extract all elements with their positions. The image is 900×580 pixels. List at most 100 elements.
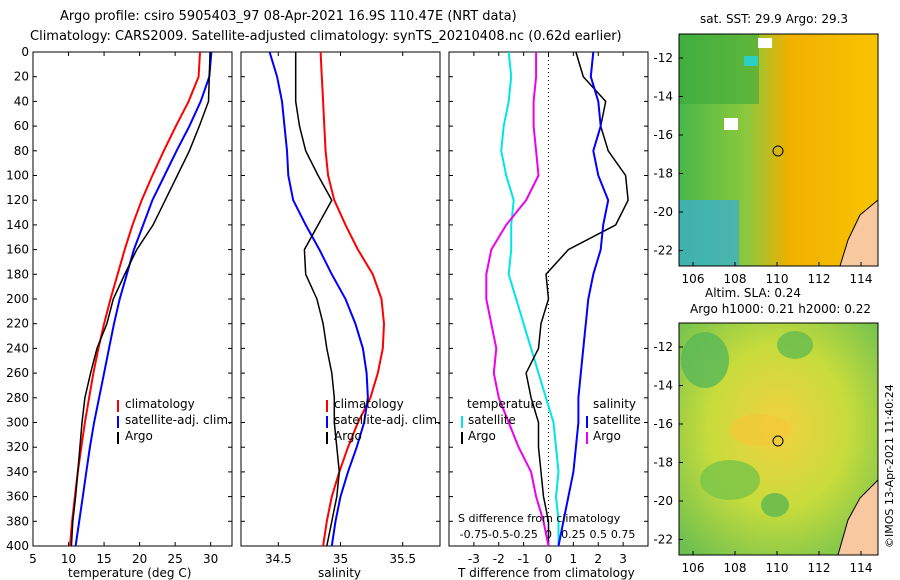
sla-low-patch <box>700 460 760 500</box>
y-tick-label: 400 <box>6 539 29 553</box>
top-tick-label: 0.25 <box>561 528 586 541</box>
y-tick-label: 180 <box>6 267 29 281</box>
y-tick-label: 60 <box>14 119 29 133</box>
legend-s-argo: Argo <box>593 429 621 443</box>
map-x-tick-label: 108 <box>724 272 747 286</box>
series-line-t-diff-argo <box>525 51 629 546</box>
x-tick-label: 0 <box>545 552 553 566</box>
sst-map: sat. SST: 29.9 Argo: 29.3 106 108 110 112 11… <box>653 12 879 286</box>
x-tick-label: 25 <box>168 552 183 566</box>
x-tick-label: -1 <box>518 552 530 566</box>
legend-title-temperature: temperature <box>467 397 542 411</box>
x-tick-label: 10 <box>61 552 76 566</box>
salinity-chart: 34.5 35 35.5 <box>241 51 440 566</box>
sla-argo-marker <box>772 435 784 447</box>
map-y-tick-label: -18 <box>653 167 673 181</box>
header-line1: Argo profile: csiro 5905403_97 08-Apr-20… <box>60 9 517 24</box>
difference-top-label: S difference from climatology <box>458 512 621 525</box>
series-line-argo <box>70 51 211 547</box>
map-y-tick-label: -12 <box>653 340 673 354</box>
x-tick-label: 30 <box>203 552 218 566</box>
sst-missing-data <box>724 118 738 130</box>
map-x-tick-label: 114 <box>850 272 873 286</box>
salinity-panel <box>240 51 441 547</box>
map-y-tick-label: -20 <box>653 205 673 219</box>
x-tick-label: 15 <box>96 552 111 566</box>
y-tick-label: 240 <box>6 341 29 355</box>
temperature-panel <box>32 51 233 547</box>
sst-cyan-cell <box>744 56 758 66</box>
temperature-legend: climatology satellite-adj. clim. Argo <box>117 397 232 444</box>
y-tick-label: 380 <box>6 514 29 528</box>
map-y-tick-label: -22 <box>653 244 673 258</box>
legend-title-salinity: salinity <box>593 397 636 411</box>
map-x-tick-label: 106 <box>682 272 705 286</box>
map-x-tick-label: 112 <box>808 272 831 286</box>
series-line-t-diff-satellite <box>500 51 560 546</box>
map-y-tick-label: -16 <box>653 417 673 431</box>
y-tick-label: 40 <box>14 94 29 108</box>
sst-map-title: sat. SST: 29.9 Argo: 29.3 <box>700 12 848 26</box>
credit-text: ©IMOS 13-Apr-2021 11:40:24 <box>883 384 896 548</box>
y-tick-label: 360 <box>6 490 29 504</box>
series-line-satellite-adj-clim- <box>268 51 369 547</box>
y-tick-label: 340 <box>6 465 29 479</box>
legend-satellite: satellite-adj. clim. <box>334 413 441 427</box>
y-tick-label: 280 <box>6 391 29 405</box>
y-tick-label: 320 <box>6 440 29 454</box>
map-y-tick-label: -14 <box>653 90 673 104</box>
top-tick-label: -0.5 <box>488 528 509 541</box>
legend-climatology: climatology <box>125 397 195 411</box>
salinity-legend: climatology satellite-adj. clim. Argo <box>326 397 441 444</box>
legend-climatology: climatology <box>334 397 404 411</box>
y-tick-label: 80 <box>14 144 29 158</box>
difference-xlabel: T difference from climatology <box>457 566 635 580</box>
y-tick-label: 200 <box>6 292 29 306</box>
series-line-satellite-adj-clim- <box>74 51 213 547</box>
sst-cold-patch <box>679 200 739 266</box>
map-x-tick-label: 110 <box>766 561 789 575</box>
y-tick-label: 100 <box>6 169 29 183</box>
legend-s-satellite: satellite <box>593 413 641 427</box>
y-tick-label: 300 <box>6 416 29 430</box>
series-line-climatology <box>69 51 201 547</box>
sst-missing-data <box>758 38 772 48</box>
x-tick-label: 35.5 <box>389 552 416 566</box>
y-tick-label: 0 <box>21 45 29 59</box>
map-y-tick-label: -14 <box>653 379 673 393</box>
legend-argo: Argo <box>125 429 153 443</box>
sla-low-patch <box>777 331 813 359</box>
legend-argo: Argo <box>334 429 362 443</box>
x-tick-label: -3 <box>468 552 480 566</box>
legend-t-argo: Argo <box>468 429 496 443</box>
x-tick-label: 3 <box>619 552 627 566</box>
temperature-chart: 5 10 15 20 25 3002040608010012014016018020022… <box>6 45 232 566</box>
top-tick-label: -0.25 <box>509 528 537 541</box>
map-y-tick-label: -20 <box>653 494 673 508</box>
sla-high-patch <box>730 414 790 446</box>
sla-frame <box>678 322 879 556</box>
sst-cool-patch <box>679 34 759 104</box>
sla-map: Altim. SLA: 0.24 Argo h1000: 0.21 h2000:… <box>653 286 879 575</box>
top-tick-label: -0.75 <box>460 528 488 541</box>
x-tick-label: 35 <box>333 552 348 566</box>
legend-satellite: satellite-adj. clim. <box>125 413 232 427</box>
x-tick-label: -2 <box>493 552 505 566</box>
difference-legend-temperature: temperature satellite Argo <box>461 397 542 444</box>
x-tick-label: 1 <box>570 552 578 566</box>
series-line-climatology <box>319 51 386 547</box>
salinity-xlabel: salinity <box>318 566 361 580</box>
map-y-tick-label: -18 <box>653 456 673 470</box>
map-x-tick-label: 108 <box>724 561 747 575</box>
y-tick-label: 220 <box>6 317 29 331</box>
sla-low-patch <box>761 493 789 517</box>
series-line-s-diff-satellite <box>557 51 610 547</box>
header-line2: Climatology: CARS2009. Satellite-adjuste… <box>30 29 622 44</box>
y-tick-label: 120 <box>6 193 29 207</box>
top-tick-label: 0.5 <box>590 528 608 541</box>
y-tick-label: 160 <box>6 243 29 257</box>
x-tick-label: 5 <box>29 552 37 566</box>
sst-argo-marker <box>772 145 784 157</box>
top-tick-label: 0.75 <box>611 528 636 541</box>
